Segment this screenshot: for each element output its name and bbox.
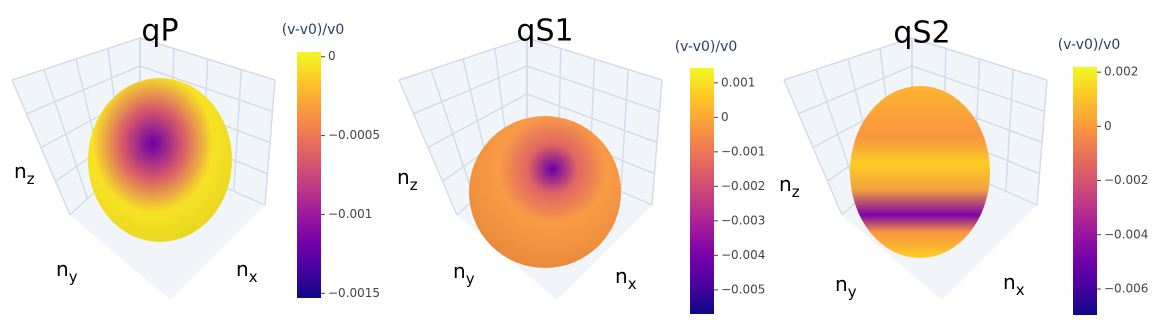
axis-label-base: n bbox=[397, 165, 410, 189]
colorbar-tick-label: −0.001 bbox=[721, 144, 765, 158]
axis-label: nz bbox=[14, 159, 35, 188]
colorbar-tick-label: 0 bbox=[721, 110, 729, 124]
axis-label-sub: y bbox=[69, 268, 78, 286]
axis-label: ny bbox=[453, 259, 475, 288]
axis-label-sub: y bbox=[466, 270, 475, 288]
colorbar-tick-label: −0.006 bbox=[1104, 281, 1148, 295]
axis-label-sub: z bbox=[410, 176, 418, 194]
axis-label-sub: z bbox=[792, 183, 800, 201]
axis-label: nx bbox=[615, 264, 637, 293]
surface bbox=[469, 116, 621, 268]
axis-label-base: n bbox=[835, 272, 848, 296]
colorbar-tick-label: −0.001 bbox=[328, 207, 372, 221]
subplot-title: qP bbox=[141, 14, 178, 49]
colorbar-tick-label: −0.005 bbox=[721, 282, 765, 296]
axis-label: ny bbox=[56, 257, 78, 286]
axis-label-base: n bbox=[453, 259, 466, 283]
subplot-title: qS2 bbox=[893, 16, 950, 51]
axis-label-sub: z bbox=[27, 170, 35, 188]
axis-label-base: n bbox=[779, 172, 792, 196]
axis-label-sub: x bbox=[249, 268, 258, 286]
colorbar-tick-label: −0.003 bbox=[721, 213, 765, 227]
axis-label-base: n bbox=[1003, 270, 1016, 294]
scene-grid bbox=[233, 69, 242, 192]
axis-label-sub: y bbox=[848, 283, 857, 301]
axis-label: nx bbox=[236, 257, 258, 286]
subplot-title: qS1 bbox=[516, 14, 573, 49]
scene-grid bbox=[264, 79, 276, 206]
colorbar-title: (v-v0)/v0 bbox=[1058, 37, 1121, 53]
colorbar-tick-label: 0 bbox=[1104, 119, 1112, 133]
axis-label-base: n bbox=[615, 264, 628, 288]
axis-label: ny bbox=[835, 272, 857, 301]
colorbar-tick-label: −0.002 bbox=[1104, 173, 1148, 187]
colorbar bbox=[297, 52, 321, 298]
axis-label: nx bbox=[1003, 270, 1025, 299]
colorbar-tick-label: 0 bbox=[328, 49, 336, 63]
colorbar-tick-label: −0.0005 bbox=[328, 128, 380, 142]
colorbar-tick-label: −0.0015 bbox=[328, 286, 380, 300]
scene-grid bbox=[651, 79, 663, 206]
colorbar bbox=[690, 68, 714, 314]
axis-label-sub: x bbox=[628, 275, 637, 293]
scene-grid bbox=[1005, 69, 1014, 192]
axis-label-base: n bbox=[14, 159, 27, 183]
colorbar-title: (v-v0)/v0 bbox=[282, 22, 345, 38]
colorbar-tick-label: 0.001 bbox=[721, 75, 755, 89]
surface bbox=[850, 86, 990, 258]
colorbar bbox=[1073, 67, 1097, 315]
scene-grid bbox=[620, 69, 629, 192]
scene-grid bbox=[1036, 79, 1048, 206]
axis-label: nz bbox=[397, 165, 418, 194]
axis-label: nz bbox=[779, 172, 800, 201]
axis-label-sub: x bbox=[1016, 281, 1025, 299]
colorbar-tick-label: −0.002 bbox=[721, 179, 765, 193]
colorbar-tick-label: −0.004 bbox=[1104, 227, 1148, 241]
axis-label-base: n bbox=[236, 257, 249, 281]
colorbar-tick-label: 0.002 bbox=[1104, 65, 1138, 79]
surface bbox=[88, 78, 232, 242]
colorbar-title: (v-v0)/v0 bbox=[675, 39, 738, 55]
axis-label-base: n bbox=[56, 257, 69, 281]
colorbar-tick-label: −0.004 bbox=[721, 248, 765, 262]
